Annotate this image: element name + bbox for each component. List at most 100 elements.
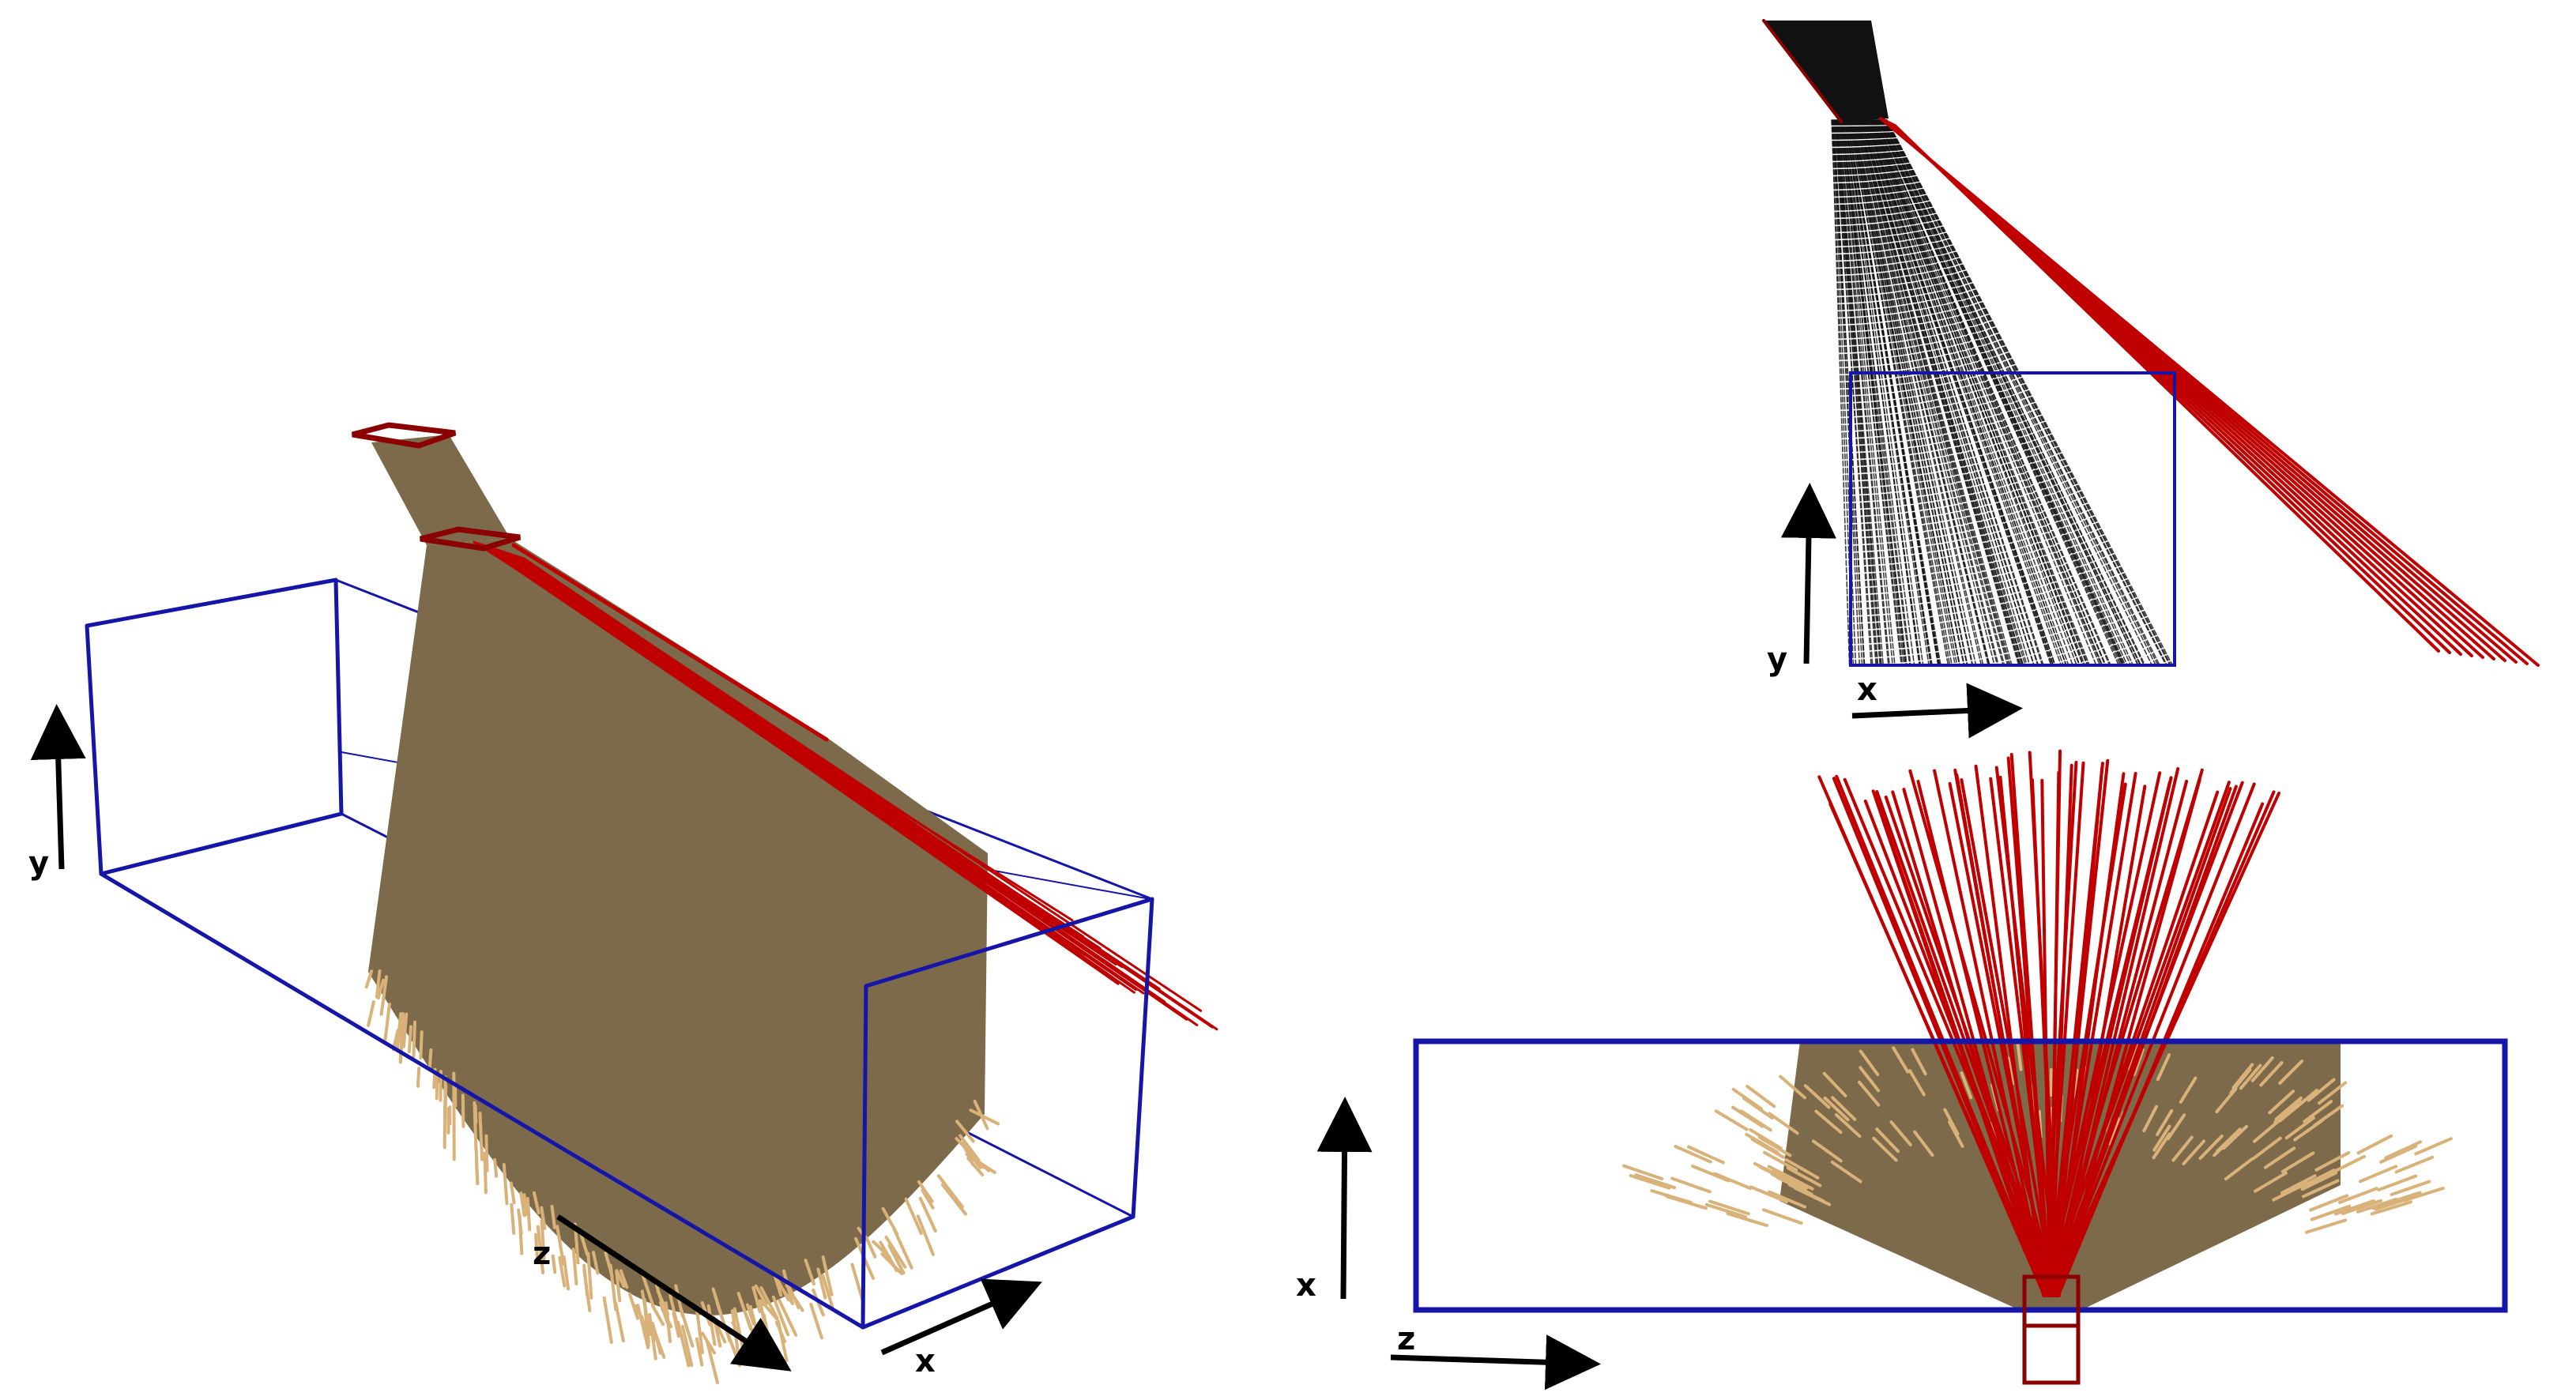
fan-ray-tip <box>679 1307 695 1348</box>
fan-ray-tip <box>407 1025 412 1054</box>
fan-ray-tip <box>916 1214 935 1256</box>
fan-ray-tip <box>484 1134 489 1172</box>
source-neck <box>371 435 510 545</box>
fan-ray-tip <box>2073 1068 2079 1097</box>
fan-ray-tip <box>2414 1137 2453 1156</box>
side-x-axis: x <box>1851 672 2023 739</box>
fan-ray-tip <box>2380 1191 2422 1207</box>
fan-ray-tip <box>483 1151 488 1195</box>
fan-ray-tip <box>660 1306 673 1329</box>
perspective-x-axis: x <box>880 1278 1042 1379</box>
fan-ray-tip <box>887 1244 906 1275</box>
fan-ray-tip <box>2299 1169 2336 1189</box>
fan-ray-tip <box>1622 1164 1664 1181</box>
fan-ray-tip <box>1814 1109 1843 1135</box>
fan-ray-tip <box>634 1304 646 1326</box>
fan-ray-tip <box>2156 1053 2171 1082</box>
fan-ray-tip <box>2318 1081 2348 1105</box>
aperture-top <box>352 422 457 449</box>
fan-ray-tip <box>2307 1078 2336 1102</box>
black-ray <box>1853 119 1977 666</box>
fan-ray-tip <box>2198 1135 2224 1161</box>
fan-ray-tip <box>2179 1076 2198 1104</box>
side-black-ray-bundle <box>1764 21 2174 666</box>
side-x-arrow <box>1851 683 2023 739</box>
fan-ray-tip <box>474 1147 480 1186</box>
black-ray <box>1882 119 2145 666</box>
perspective-z-label: z <box>533 1236 551 1272</box>
fan-ray-tip <box>602 1296 613 1344</box>
top-x-label: x <box>1296 1267 1316 1304</box>
fan-ray-tip <box>2284 1116 2315 1140</box>
black-ray <box>1845 119 1932 666</box>
fan-ray-tip <box>762 1313 774 1355</box>
black-ray <box>1874 119 2091 666</box>
fan-ray-tip <box>555 1225 566 1266</box>
fan-ray-tip <box>2156 1108 2174 1137</box>
fan-ray-tip <box>778 1298 798 1337</box>
fan-ray-tip <box>804 1259 815 1286</box>
black-ray <box>1852 119 1968 666</box>
fan-ray-tip <box>940 1183 967 1216</box>
black-ray <box>1872 119 2084 666</box>
black-ray <box>1866 119 2052 666</box>
side-detector-box <box>1849 371 2176 667</box>
fan-ray-tip <box>2370 1200 2413 1216</box>
fan-ray-tip <box>2016 1042 2023 1071</box>
fan-ray-tip <box>642 1300 650 1343</box>
fan-ray-tip <box>1674 1145 1712 1164</box>
red-ray <box>2009 753 2052 1297</box>
fan-ray-tip <box>1767 1165 1804 1185</box>
black-ray <box>1848 119 1949 666</box>
fan-ray-tip <box>615 1269 622 1303</box>
fan-ray-tip <box>2314 1150 2351 1172</box>
black-ray <box>1855 119 1990 666</box>
red-ray <box>1933 769 2048 1297</box>
perspective-red-rays <box>473 540 1218 1031</box>
fan-ray-tip <box>816 1267 827 1300</box>
black-ray <box>1839 119 1903 666</box>
black-ray <box>1867 119 2054 666</box>
fan-ray-tip <box>1750 1138 1786 1159</box>
red-ray <box>522 557 1218 1031</box>
fan-ray-tip <box>917 1180 934 1203</box>
black-ray <box>1886 119 2174 666</box>
fan-ray-tip <box>2341 1199 2383 1215</box>
fan-ray-tip <box>652 1327 666 1359</box>
perspective-x-label: x <box>915 1343 936 1379</box>
black-ray <box>1850 119 1960 666</box>
fan-ray-tip <box>646 1319 657 1342</box>
fan-ray-tip <box>2252 1119 2281 1143</box>
fan-ray-tip <box>1650 1189 1693 1205</box>
red-edge <box>1762 19 1843 123</box>
fan-ray-tip <box>2309 1194 2349 1212</box>
box-edge <box>99 811 344 876</box>
fan-ray-tip <box>936 1174 964 1209</box>
black-ray <box>1850 119 1958 666</box>
perspective-y-arrow <box>30 704 86 870</box>
red-ray <box>2049 791 2281 1297</box>
black-ray <box>1837 119 1889 666</box>
fan-ray-tip <box>821 1274 834 1310</box>
black-ray <box>1873 119 2097 666</box>
black-ray <box>1842 119 1911 666</box>
fan-ray-tip <box>1943 1108 1960 1136</box>
fan-ray-tip <box>1911 1048 1927 1076</box>
black-ray <box>1879 119 2124 666</box>
fan-ray-tip <box>2280 1174 2317 1195</box>
fan-ray-tip <box>367 1000 375 1027</box>
fan-ray-tip <box>1786 1166 1822 1187</box>
black-ray <box>1836 119 1884 666</box>
fan-ray-tip <box>1686 1145 1725 1165</box>
fan-ray-tip <box>2224 1157 2254 1181</box>
red-ray <box>1974 764 2046 1297</box>
box-edge <box>333 578 344 816</box>
red-ray <box>2044 768 2204 1297</box>
fan-ray-tip <box>1762 1150 1798 1172</box>
fan-ray-tip <box>2333 1199 2375 1216</box>
fan-ray-tip <box>2304 1218 2348 1234</box>
red-ray <box>491 547 1120 985</box>
fan-ray-tip <box>1892 1046 1910 1074</box>
fan-ray-tip <box>379 975 389 1016</box>
red-ray <box>515 555 1199 1026</box>
